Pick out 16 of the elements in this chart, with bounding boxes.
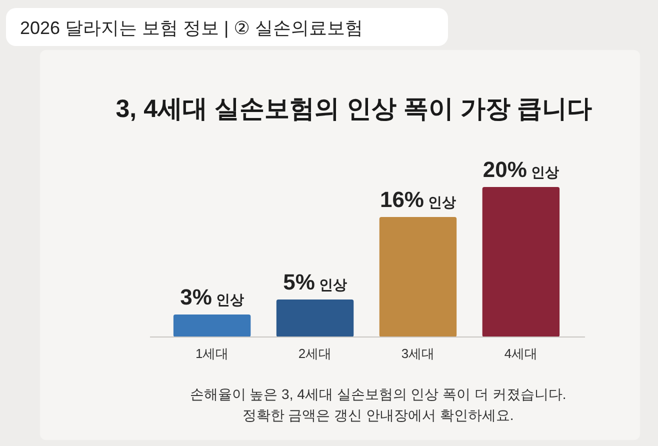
data-label: 3% 인상 xyxy=(180,284,244,310)
x-tick-label: 1세대 xyxy=(195,346,229,361)
text: 손해율이 높은 3, 4세대 실손보험의 인상 폭이 더 커졌습니다. xyxy=(190,386,566,402)
x-tick-label: 2세대 xyxy=(298,346,332,361)
bar xyxy=(379,217,457,337)
chart-title: 3, 4세대 실손보험의 인상 폭이 가장 큽니다 xyxy=(116,95,592,123)
x-tick-label: 3세대 xyxy=(401,346,435,361)
data-label: 5% 인상 xyxy=(283,270,347,294)
bar xyxy=(173,314,251,337)
bar xyxy=(276,300,354,337)
data-label: 20% 인상 xyxy=(482,157,559,182)
data-label: 16% 인상 xyxy=(380,187,456,212)
x-tick-label: 4세대 xyxy=(504,346,538,361)
bar xyxy=(482,187,560,337)
chart-subtitle: 2026 달라지는 보험 정보 | ② 실손의료보험 xyxy=(20,18,363,38)
text: 정확한 금액은 갱신 안내장에서 확인하세요. xyxy=(242,407,514,423)
